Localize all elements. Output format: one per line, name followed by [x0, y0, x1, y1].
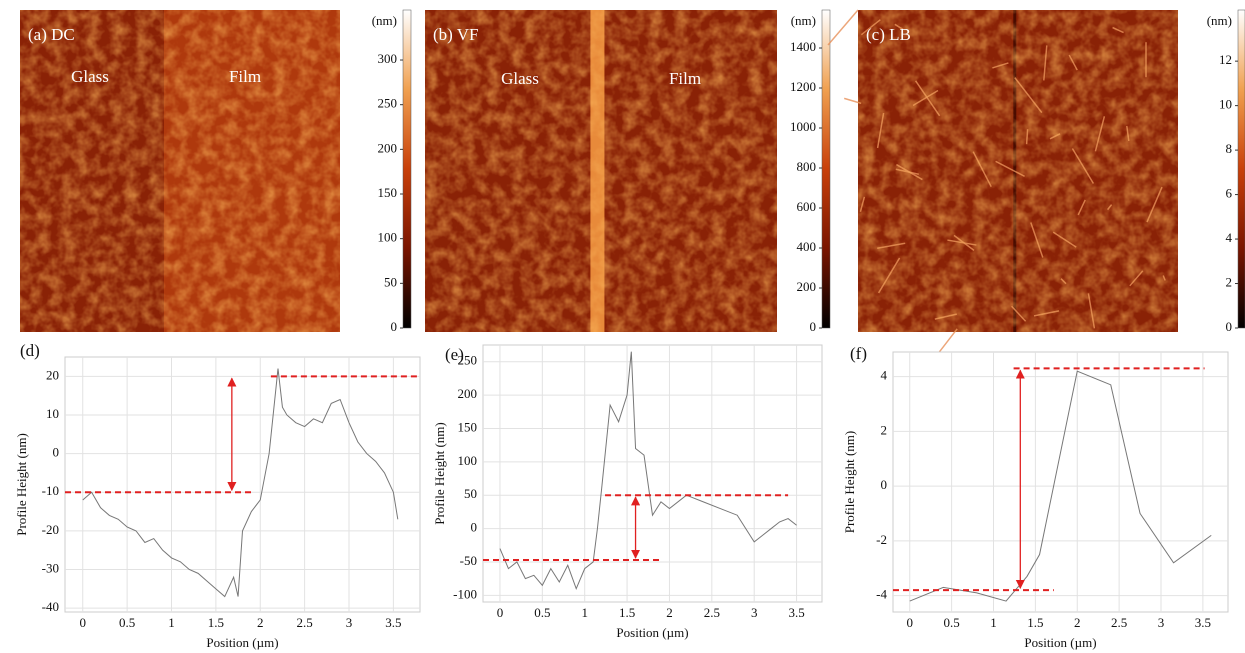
region-label: Film — [669, 69, 701, 88]
y-tick-label: 200 — [458, 386, 478, 401]
x-tick-label: 1.5 — [1027, 615, 1043, 630]
colorbar-tick-label: 0 — [391, 319, 398, 334]
y-tick-label: -4 — [876, 587, 887, 602]
y-axis-label: Profile Height (nm) — [432, 422, 447, 525]
x-tick-label: 2 — [1074, 615, 1081, 630]
colorbar-tick-label: 1200 — [790, 79, 816, 94]
plot-area — [892, 351, 1229, 613]
y-tick-label: 10 — [46, 406, 59, 421]
y-tick-label: -50 — [460, 553, 477, 568]
colorbar-tick-label: 0 — [1226, 319, 1233, 334]
x-tick-label: 3.5 — [1195, 615, 1211, 630]
y-tick-label: 2 — [881, 422, 888, 437]
fiber — [827, 9, 859, 46]
x-tick-label: 0 — [80, 615, 87, 630]
x-axis-label: Position (µm) — [616, 625, 688, 640]
panel-label: (d) — [20, 341, 40, 360]
panel-label: (c) LB — [866, 25, 911, 44]
y-tick-label: -20 — [42, 522, 59, 537]
x-tick-label: 1 — [581, 605, 588, 620]
y-tick-label: 0 — [881, 477, 888, 492]
panel-label: (f) — [850, 344, 867, 363]
x-tick-label: 2.5 — [704, 605, 720, 620]
colorbar-label: (nm) — [791, 13, 816, 28]
x-tick-label: 3 — [346, 615, 353, 630]
x-tick-label: 1 — [990, 615, 997, 630]
colorbar-tick-label: 300 — [378, 51, 398, 66]
colorbar-tick-label: 200 — [797, 279, 817, 294]
x-tick-label: 1 — [168, 615, 175, 630]
y-tick-label: 20 — [46, 367, 59, 382]
colorbar-tick-label: 0 — [810, 319, 817, 334]
y-tick-label: -40 — [42, 599, 59, 614]
panel-label: (a) DC — [28, 25, 75, 44]
x-tick-label: 0 — [907, 615, 914, 630]
x-tick-label: 3 — [751, 605, 758, 620]
x-tick-label: 0.5 — [944, 615, 960, 630]
colorbar-tick-label: 1000 — [790, 119, 816, 134]
x-tick-label: 1.5 — [208, 615, 224, 630]
colorbar-tick-label: 800 — [797, 159, 817, 174]
region-label: Film — [229, 67, 261, 86]
x-tick-label: 3.5 — [385, 615, 401, 630]
x-tick-label: 2 — [257, 615, 264, 630]
x-axis-label: Position (µm) — [206, 635, 278, 650]
y-tick-label: -10 — [42, 483, 59, 498]
y-axis-label: Profile Height (nm) — [14, 433, 29, 536]
colorbar-tick-label: 1400 — [790, 39, 816, 54]
colorbar-tick-label: 8 — [1226, 141, 1233, 156]
region-label: Glass — [501, 69, 539, 88]
colorbar-tick-label: 600 — [797, 199, 817, 214]
y-tick-label: 4 — [881, 368, 888, 383]
colorbar-tick-label: 4 — [1226, 230, 1233, 245]
colorbar-label: (nm) — [372, 13, 397, 28]
x-tick-label: 0.5 — [534, 605, 550, 620]
x-tick-label: 2.5 — [1111, 615, 1127, 630]
colorbar-tick-label: 250 — [378, 96, 398, 111]
y-tick-label: -100 — [453, 586, 477, 601]
texture — [425, 10, 777, 332]
panel-label: (b) VF — [433, 25, 479, 44]
texture — [20, 10, 340, 332]
x-tick-label: 2 — [666, 605, 673, 620]
colorbar — [402, 9, 412, 329]
colorbar — [821, 9, 831, 329]
y-tick-label: 250 — [458, 353, 478, 368]
x-tick-label: 0.5 — [119, 615, 135, 630]
x-tick-label: 3.5 — [788, 605, 804, 620]
plot-area — [64, 356, 421, 613]
plot-area — [482, 344, 823, 603]
x-axis-label: Position (µm) — [1024, 635, 1096, 650]
colorbar-tick-label: 6 — [1226, 186, 1233, 201]
profile-line — [499, 351, 797, 591]
colorbar-tick-label: 200 — [378, 140, 398, 155]
y-tick-label: -30 — [42, 560, 59, 575]
colorbar-tick-label: 10 — [1219, 97, 1232, 112]
x-tick-label: 3 — [1158, 615, 1165, 630]
x-tick-label: 1.5 — [619, 605, 635, 620]
y-tick-label: 0 — [471, 520, 478, 535]
y-tick-label: 100 — [458, 453, 478, 468]
y-axis-label: Profile Height (nm) — [842, 431, 857, 534]
profile-line — [82, 368, 399, 598]
colorbar-tick-label: 50 — [384, 274, 397, 289]
y-tick-label: -2 — [876, 532, 887, 547]
colorbar-label: (nm) — [1207, 13, 1232, 28]
panel-label: (e) — [445, 345, 464, 364]
y-tick-label: 0 — [53, 445, 60, 460]
colorbar-tick-label: 400 — [797, 239, 817, 254]
y-tick-label: 50 — [464, 486, 477, 501]
x-tick-label: 0 — [497, 605, 504, 620]
colorbar-tick-label: 12 — [1219, 52, 1232, 67]
colorbar-tick-label: 100 — [378, 230, 398, 245]
colorbar — [1237, 9, 1245, 329]
colorbar-tick-label: 150 — [378, 185, 398, 200]
y-tick-label: 150 — [458, 419, 478, 434]
texture — [858, 10, 1178, 332]
x-tick-label: 2.5 — [297, 615, 313, 630]
region-label: Glass — [71, 67, 109, 86]
colorbar-tick-label: 2 — [1226, 275, 1233, 290]
